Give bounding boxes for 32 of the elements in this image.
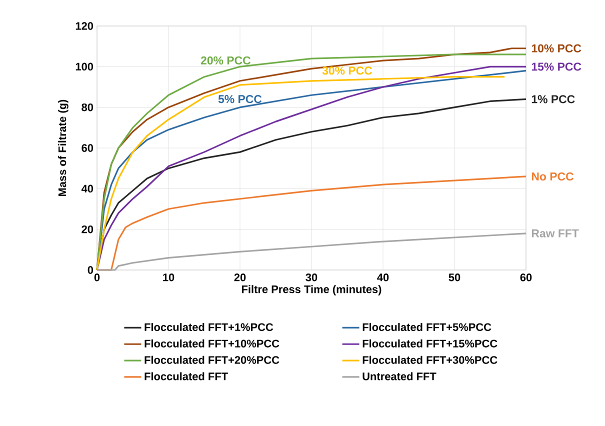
x-tick-label: 50 — [448, 274, 460, 282]
y-tick-label: 80 — [82, 103, 94, 112]
legend-label: Flocculated FFT+20%PCC — [144, 356, 280, 364]
y-tick-label: 20 — [82, 225, 94, 234]
annotation: 10% PCC — [532, 44, 582, 52]
x-axis-title: Filtre Press Time (minutes) — [242, 285, 382, 296]
legend-label: Flocculated FFT — [144, 372, 228, 380]
legend-label: Flocculated FFT+30%PCC — [362, 356, 498, 364]
y-tick-label: 40 — [81, 184, 94, 193]
annotation: 15% PCC — [532, 62, 582, 71]
x-tick-label: 20 — [234, 274, 246, 282]
legend-label: Flocculated FFT+10%PCC — [144, 339, 280, 348]
x-tick-label: 40 — [377, 274, 389, 282]
x-tick-label: 30 — [306, 274, 318, 282]
annotation: 30% PCC — [322, 66, 372, 75]
annotation: No PCC — [532, 172, 574, 181]
annotation: Raw FFT — [532, 229, 579, 238]
legend-label: Untreated FFT — [362, 372, 436, 380]
y-tick-label: 60 — [82, 144, 94, 152]
y-axis-title: Mass of Filtrate (g) — [58, 100, 68, 196]
x-tick-label: 0 — [94, 274, 100, 282]
legend-label: Flocculated FFT+15%PCC — [362, 339, 498, 348]
y-tick-label: 100 — [76, 62, 94, 71]
legend-label: Flocculated FFT+1%PCC — [144, 322, 274, 332]
y-tick-label: 0 — [88, 266, 94, 274]
annotation: 1% PCC — [532, 95, 575, 104]
y-tick-label: 120 — [76, 22, 94, 30]
legend-label: Flocculated FFT+5%PCC — [362, 322, 492, 332]
annotation: 20% PCC — [200, 56, 251, 64]
x-tick-label: 60 — [520, 274, 532, 282]
x-tick-label: 10 — [163, 274, 174, 282]
annotation: 5% PCC — [218, 95, 262, 104]
